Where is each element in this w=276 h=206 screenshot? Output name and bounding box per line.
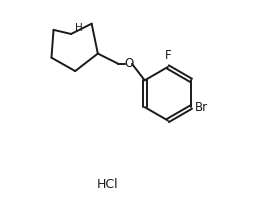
Text: Br: Br [195,101,208,114]
Text: H: H [75,23,83,33]
Text: F: F [164,49,171,62]
Text: O: O [124,57,133,70]
Text: HCl: HCl [96,178,118,191]
